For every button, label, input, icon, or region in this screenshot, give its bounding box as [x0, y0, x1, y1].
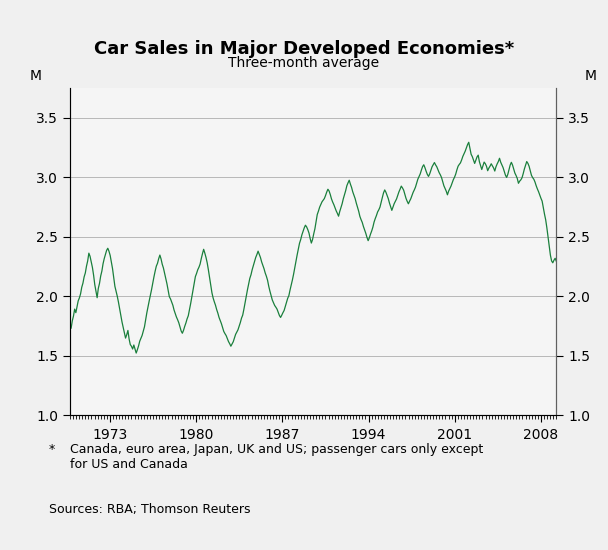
- Text: M: M: [584, 69, 596, 83]
- Text: *: *: [49, 443, 55, 456]
- Text: Three-month average: Three-month average: [229, 57, 379, 70]
- Text: M: M: [30, 69, 42, 83]
- Text: Car Sales in Major Developed Economies*: Car Sales in Major Developed Economies*: [94, 40, 514, 58]
- Text: Canada, euro area, Japan, UK and US; passenger cars only except
   for US and Ca: Canada, euro area, Japan, UK and US; pas…: [58, 443, 483, 471]
- Text: Sources: RBA; Thomson Reuters: Sources: RBA; Thomson Reuters: [49, 503, 250, 516]
